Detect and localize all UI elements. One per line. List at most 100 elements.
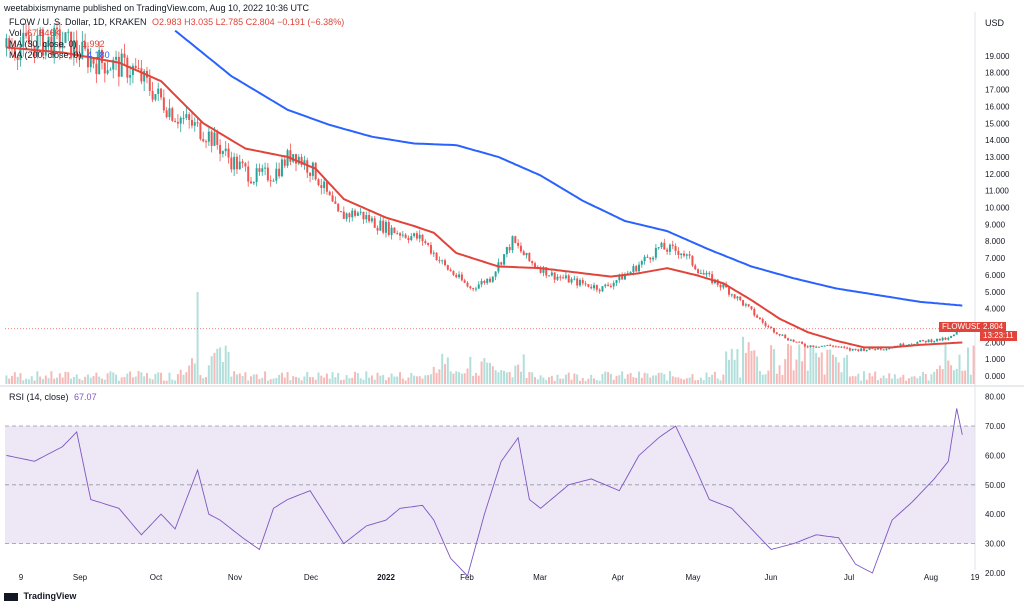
volume-bar	[758, 370, 761, 384]
volume-bar	[418, 376, 421, 384]
volume-bar	[134, 376, 137, 384]
candle-body	[8, 38, 11, 49]
volume-bar	[834, 356, 837, 384]
candle-body	[151, 90, 154, 100]
volume-bar	[609, 373, 612, 384]
volume-bar	[727, 359, 730, 384]
volume-bar	[789, 345, 792, 384]
volume-bar	[449, 371, 452, 384]
volume-bar	[508, 371, 511, 384]
volume-bar	[787, 343, 790, 384]
volume-bar	[654, 375, 657, 384]
candle-body	[421, 234, 424, 242]
volume-bar	[86, 374, 89, 384]
candle-body	[683, 253, 685, 256]
candle-body	[50, 36, 53, 56]
volume-bar	[213, 352, 216, 384]
candle-body	[784, 334, 787, 339]
candle-body	[832, 345, 835, 347]
volume-bar	[435, 372, 438, 384]
volume-bar	[590, 374, 593, 384]
volume-bar	[196, 292, 199, 384]
volume-bar	[531, 372, 534, 384]
candle-body	[587, 284, 590, 287]
candle-body	[342, 211, 345, 219]
volume-bar	[770, 345, 773, 384]
candle-body	[882, 349, 885, 351]
price-tick-label: 17.000	[985, 86, 1010, 95]
last-price-tag: 2.804	[980, 322, 1007, 332]
volume-bar	[446, 357, 449, 384]
candle-body	[567, 275, 570, 283]
volume-bar	[576, 374, 579, 384]
volume-bar	[22, 380, 25, 384]
volume-bar	[424, 375, 427, 384]
candle-body	[570, 279, 573, 283]
candle-body	[795, 341, 798, 343]
volume-bar	[860, 380, 863, 384]
price-tick-label: 18.000	[985, 69, 1010, 78]
volume-bar	[643, 372, 646, 384]
candle-body	[345, 213, 348, 219]
volume-bar	[668, 371, 671, 384]
volume-bar	[36, 371, 39, 384]
rsi-tick-label: 30.00	[985, 540, 1006, 549]
volume-bar	[109, 371, 112, 384]
candle-body	[778, 333, 781, 336]
volume-bar	[888, 373, 891, 384]
candle-body	[387, 221, 390, 235]
volume-bar	[494, 370, 497, 384]
symbol-title: FLOW / U. S. Dollar, 1D, KRAKEN	[9, 17, 147, 27]
candle-body	[230, 157, 233, 170]
candle-body	[171, 108, 174, 121]
candle-body	[75, 40, 78, 55]
volume-bar	[174, 380, 177, 384]
candle-body	[5, 38, 8, 48]
candle-body	[286, 150, 289, 166]
candle-body	[848, 348, 851, 351]
candle-body	[556, 276, 559, 280]
volume-bar	[587, 378, 590, 384]
candle-body	[390, 227, 393, 235]
volume-bar	[680, 378, 683, 384]
candle-body	[264, 167, 267, 169]
volume-bar	[339, 380, 342, 384]
price-tick-label: 7.000	[985, 254, 1006, 263]
volume-bar	[407, 377, 410, 384]
volume-bar	[921, 371, 924, 384]
candle-body	[213, 132, 216, 146]
candle-body	[95, 63, 98, 75]
candle-body	[576, 278, 579, 286]
candle-body	[590, 286, 593, 289]
candle-body	[809, 345, 812, 348]
volume-bar	[84, 376, 87, 384]
candle-body	[16, 56, 19, 60]
volume-bar	[148, 378, 151, 384]
rsi-tick-label: 70.00	[985, 422, 1006, 431]
candle-body	[604, 284, 607, 287]
ohlc-values: O2.983 H3.035 L2.785 C2.804 −0.191 (−6.3…	[152, 17, 345, 27]
price-tick-label: 4.000	[985, 305, 1006, 314]
candle-body	[39, 29, 42, 36]
volume-bar	[292, 376, 295, 384]
volume-bar	[342, 379, 345, 384]
volume-bar	[5, 375, 8, 384]
candle-body	[817, 346, 820, 348]
candle-body	[542, 267, 545, 273]
candle-body	[843, 346, 846, 348]
time-tick-label: Oct	[150, 573, 163, 582]
candle-body	[846, 347, 849, 349]
volume-bar	[503, 370, 506, 384]
volume-bar	[129, 371, 132, 384]
volume-bar	[683, 379, 685, 384]
candle-body	[334, 201, 337, 204]
candle-body	[137, 68, 140, 70]
volume-bar	[514, 365, 517, 384]
volume-bar	[646, 373, 649, 384]
candle-body	[525, 252, 528, 256]
candle-body	[519, 245, 522, 252]
candle-body	[500, 262, 503, 265]
candle-body	[955, 331, 958, 335]
candle-body	[944, 337, 947, 340]
